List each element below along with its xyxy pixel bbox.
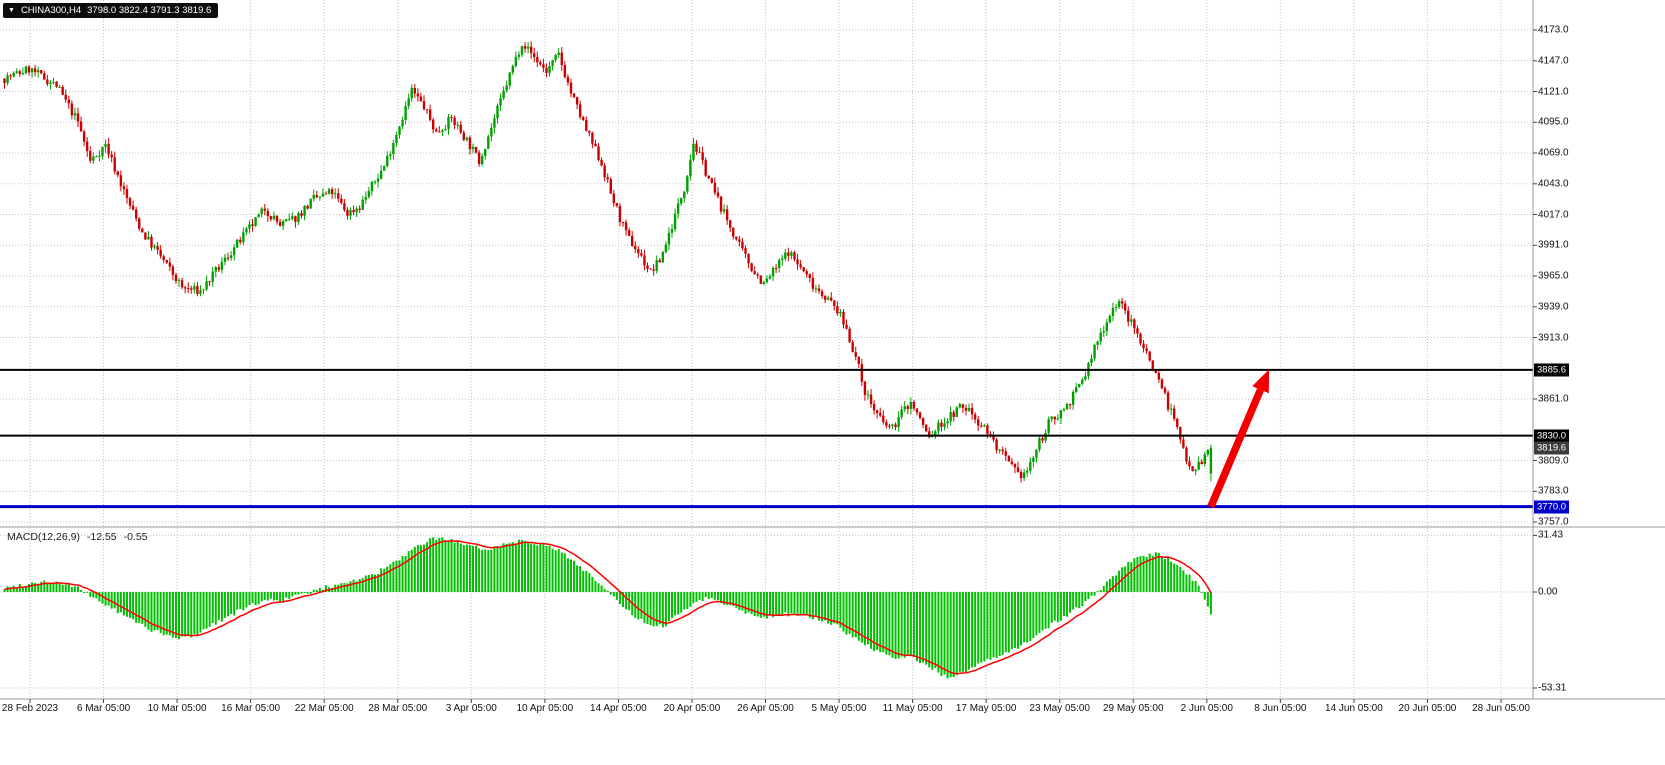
price-tick-label: 3783.0: [1538, 485, 1569, 497]
price-level-tag-3819.6: 3819.6: [1534, 441, 1570, 455]
price-tick-label: 3991.0: [1538, 239, 1569, 251]
time-axis-label: 10 Mar 05:00: [147, 703, 207, 714]
time-axis-label: 26 Apr 05:00: [737, 703, 794, 714]
symbol-timeframe-label: CHINA300,H4: [20, 5, 82, 16]
time-axis-label: 16 Mar 05:00: [221, 703, 281, 714]
time-axis-label: 8 Jun 05:00: [1254, 703, 1307, 714]
macd-signal-value: -0.55: [123, 531, 148, 543]
price-tick-label: 4095.0: [1538, 116, 1569, 128]
time-axis-label: 14 Apr 05:00: [590, 703, 647, 714]
time-axis-label: 11 May 05:00: [882, 703, 943, 714]
time-axis-label: 2 Jun 05:00: [1180, 703, 1233, 714]
price-tick-label: 3965.0: [1538, 270, 1569, 282]
macd-histogram: [3, 537, 1212, 679]
price-level-tag-3885.6: 3885.6: [1534, 363, 1570, 377]
price-level-tag-3830.0: 3830.0: [1534, 429, 1570, 443]
time-axis-label: 28 Mar 05:00: [368, 703, 428, 714]
price-tick-label: 3913.0: [1538, 332, 1569, 343]
bullish-arrow-annotation[interactable]: [1207, 369, 1270, 509]
price-tick-label: 4017.0: [1538, 209, 1569, 220]
price-tick-label: 3757.0: [1538, 516, 1569, 528]
macd-name: MACD(12,26,9): [7, 531, 80, 543]
price-tick-label: 3809.0: [1538, 455, 1569, 466]
macd-axis-label: 0.00: [1538, 586, 1558, 598]
time-axis-label: 20 Apr 05:00: [663, 703, 721, 714]
chevron-down-icon[interactable]: ▼: [8, 7, 15, 14]
price-tick-label: 4121.0: [1538, 86, 1569, 97]
macd-main-value: -12.55: [86, 531, 117, 543]
time-axis-label: 28 Feb 2023: [1, 703, 59, 714]
macd-signal-line: [4, 540, 1212, 675]
candles-series: [3, 41, 1213, 483]
price-level-tag-3770.0: 3770.0: [1534, 500, 1570, 514]
time-axis-label: 28 Jun 05:00: [1472, 703, 1530, 714]
time-axis-label: 22 Mar 05:00: [294, 703, 354, 714]
time-axis-label: 23 May 05:00: [1029, 703, 1090, 714]
price-tick-label: 4069.0: [1538, 147, 1569, 159]
price-tick-label: 4173.0: [1538, 24, 1569, 36]
time-axis-label: 5 May 05:00: [811, 703, 867, 714]
price-tick-label: 3861.0: [1538, 393, 1569, 405]
price-tick-label: 4043.0: [1538, 178, 1569, 190]
time-axis-label: 14 Jun 05:00: [1324, 703, 1383, 714]
time-axis-label: 6 Mar 05:00: [76, 703, 131, 714]
time-axis-label: 10 Apr 05:00: [516, 703, 574, 714]
symbol-ohlc-values: 3798.0 3822.4 3791.3 3819.6: [87, 5, 212, 16]
time-axis-label: 3 Apr 05:00: [445, 703, 497, 714]
time-axis-label: 29 May 05:00: [1102, 703, 1164, 714]
macd-axis-label: -53.31: [1538, 682, 1567, 694]
macd-indicator-label: MACD(12,26,9) -12.55 -0.55: [7, 531, 152, 543]
time-axis-label: 17 May 05:00: [955, 703, 1017, 714]
symbol-info-chip: ▼ CHINA300,H4 3798.0 3822.4 3791.3 3819.…: [3, 3, 219, 18]
macd-axis-label: 31.43: [1538, 529, 1564, 541]
time-axis-label: 20 Jun 05:00: [1398, 703, 1457, 714]
price-tick-label: 3939.0: [1538, 301, 1569, 313]
price-tick-label: 4147.0: [1538, 55, 1569, 67]
